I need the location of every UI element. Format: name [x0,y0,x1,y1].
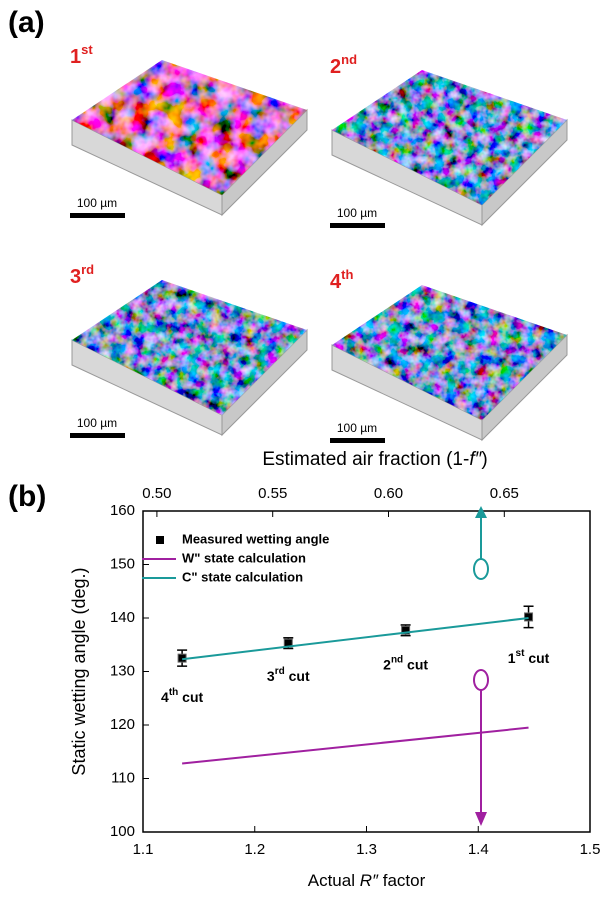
image-label: 4th [330,267,353,293]
axis-title: Estimated air fraction (1-f″) [262,449,487,470]
surface-side [481,118,568,227]
annotation-part: st [516,648,526,659]
axis-title: Actual R″ factor [308,871,426,890]
ordinal-suffix: nd [341,52,357,67]
arrow-head [475,812,487,826]
legend-label: Measured wetting angle [182,531,329,546]
x2-tick-label: 0.60 [374,485,403,502]
surface-image: 1st 100 µm [70,42,308,218]
x2-tick-label: 0.55 [258,485,287,502]
panel-label: (b) [8,480,46,513]
axis-indicator [473,669,489,691]
ordinal: 3 [70,266,81,288]
annotation-part: th [169,687,178,698]
annotation-part: nd [391,654,403,665]
x2-tick-label: 0.50 [142,485,171,502]
data-point [524,612,534,622]
panel-label: (a) [8,6,45,39]
ordinal: 4 [330,271,342,293]
x-tick-label: 1.3 [356,841,377,858]
legend-marker [156,536,164,544]
panel-a: (a) [8,6,45,39]
arrow-head [475,506,487,518]
ordinal-suffix: rd [81,262,94,277]
ordinal: 2 [330,56,341,78]
image-label: 1st [70,42,93,68]
annotation-part: 4 [161,689,169,705]
series-line [181,617,529,661]
surface [72,280,307,415]
annotation-part: cut [403,656,428,672]
y-tick-label: 110 [111,769,135,786]
y-axis-title: Static wetting angle (deg.) [69,567,89,775]
axis-title-part: f″ [469,449,482,470]
scale-bar [70,433,125,438]
axis-title-part: factor [378,871,426,890]
annotation-part: rd [275,666,285,677]
x-tick-label: 1.4 [468,841,489,858]
annotation-part: cut [178,689,203,705]
surface-side [481,333,568,442]
data-point [401,625,411,635]
surface [72,60,307,195]
image-label: 3rd [70,262,94,288]
y-tick-label: 160 [110,502,135,519]
annotation-part: 1 [508,650,516,666]
surface [332,285,567,420]
surface-image: 3rd 100 µm [70,262,308,438]
surface [332,70,567,205]
scale-bar [70,213,125,218]
x-tick-label: 1.5 [580,841,601,858]
legend-label: W" state calculation [182,550,306,565]
point-annotation: 2nd cut [383,654,428,672]
scale-bar-label: 100 µm [77,416,117,430]
panel-b: (b) 100 110 120 130 140 150 160 1.1 1.2 1.3 1.4 1.5… [8,449,600,890]
y-tick-label: 140 [110,609,135,626]
annotation-part: cut [285,668,310,684]
scale-bar [330,438,385,443]
x-tick-label: 1.1 [133,841,154,858]
annotation-part: cut [524,650,549,666]
y-tick-label: 130 [110,662,135,679]
annotation-part: 2 [383,656,391,672]
y-tick-label: 100 [110,823,135,840]
y-tick-label: 150 [110,555,135,572]
point-annotation: 1st cut [508,648,550,666]
annotation-part: 3 [267,668,275,684]
scale-bar-label: 100 µm [77,196,117,210]
axis-title-part: R″ [360,871,379,890]
series-line [182,726,529,765]
x-tick-label: 1.2 [244,841,265,858]
scale-bar-label: 100 µm [337,206,377,220]
point-annotation: 4th cut [161,687,203,705]
ordinal-suffix: st [81,42,93,57]
point-annotation: 3rd cut [267,666,310,684]
axis-indicator [473,558,489,580]
scale-bar-label: 100 µm [337,421,377,435]
y-tick-label: 120 [110,716,135,733]
axis-title-part: ) [481,449,487,470]
ordinal: 1 [70,46,81,68]
surface-image: 2nd 100 µm [330,52,568,228]
axis-title-part: Estimated air fraction (1- [262,449,469,470]
axis-title-part: Actual [308,871,360,890]
ordinal-suffix: th [341,267,353,282]
image-label: 2nd [330,52,357,78]
x2-tick-label: 0.65 [490,485,519,502]
scale-bar [330,223,385,228]
surface-image: 4th 100 µm [330,267,568,443]
legend-label: C" state calculation [182,569,303,584]
